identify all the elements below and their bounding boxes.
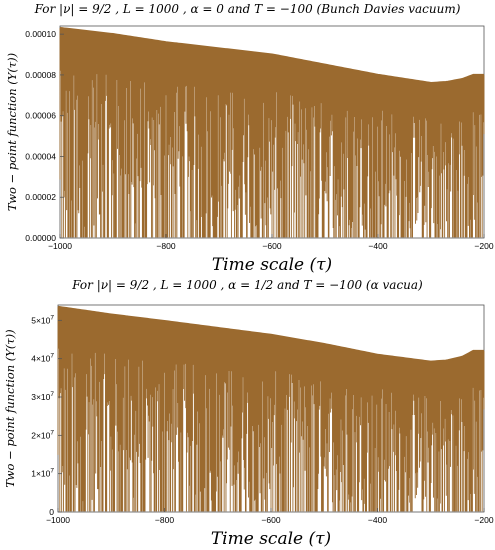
y-tick-label: 0.00006: [25, 111, 56, 121]
chart-panel-2: For |ν| = 9/2 , L = 1000 , α = 1/2 and T…: [0, 275, 495, 550]
chart-2-plot: −1000 −800 −600 −400 −200 0 1×107 2×107 3×107 4×1…: [3, 304, 494, 549]
data-series: [57, 306, 485, 512]
x-tick-label: −1000: [48, 241, 72, 251]
y-tick-label: 4×107: [31, 353, 54, 364]
y-tick-label: 0.00010: [25, 29, 56, 39]
y-tick-label: 0.00008: [25, 70, 56, 80]
x-tick-label: −400: [368, 241, 387, 251]
x-tick-label: −200: [474, 515, 493, 525]
x-tick-label: −600: [262, 241, 281, 251]
series-envelope: [57, 305, 484, 363]
y-tick-label: 0.00000: [25, 233, 56, 243]
y-tick-label: 2×107: [31, 429, 54, 440]
chart-panel-1: For |ν| = 9/2 , L = 1000 , α = 0 and T =…: [34, 2, 461, 16]
y-tick-label: 3×107: [31, 391, 54, 402]
x-axis-label: Time scale (τ): [211, 529, 331, 549]
x-tick-label: −800: [155, 515, 174, 525]
y-axis-label: Two − point function (Y(τ)): [5, 53, 19, 211]
y-tick-label: 0.00002: [25, 192, 56, 202]
y-tick-label: 0: [49, 507, 54, 517]
y-tick-label: 1×107: [31, 468, 54, 479]
series-envelope: [59, 26, 484, 85]
chart-title: For |ν| = 9/2 , L = 1000 , α = 1/2 and T…: [72, 278, 423, 292]
x-tick-label: −200: [474, 241, 493, 251]
chart-1-plot: −1000 −800 −600 −400 −200 0.00000 0.00002 0.000…: [5, 25, 494, 275]
x-tick-label: −600: [261, 515, 280, 525]
x-tick-label: −400: [368, 515, 387, 525]
data-series: [59, 28, 485, 238]
x-axis-label: Time scale (τ): [212, 255, 332, 275]
y-tick-label: 5×107: [31, 314, 54, 325]
x-tick-label: −800: [156, 241, 175, 251]
y-tick-label: 0.00004: [25, 151, 56, 161]
x-tick-label: −1000: [46, 515, 70, 525]
chart-title: For |ν| = 9/2 , L = 1000 , α = 0 and T =…: [34, 2, 461, 16]
y-axis-label: Two − point function (Y(τ)): [3, 329, 17, 487]
